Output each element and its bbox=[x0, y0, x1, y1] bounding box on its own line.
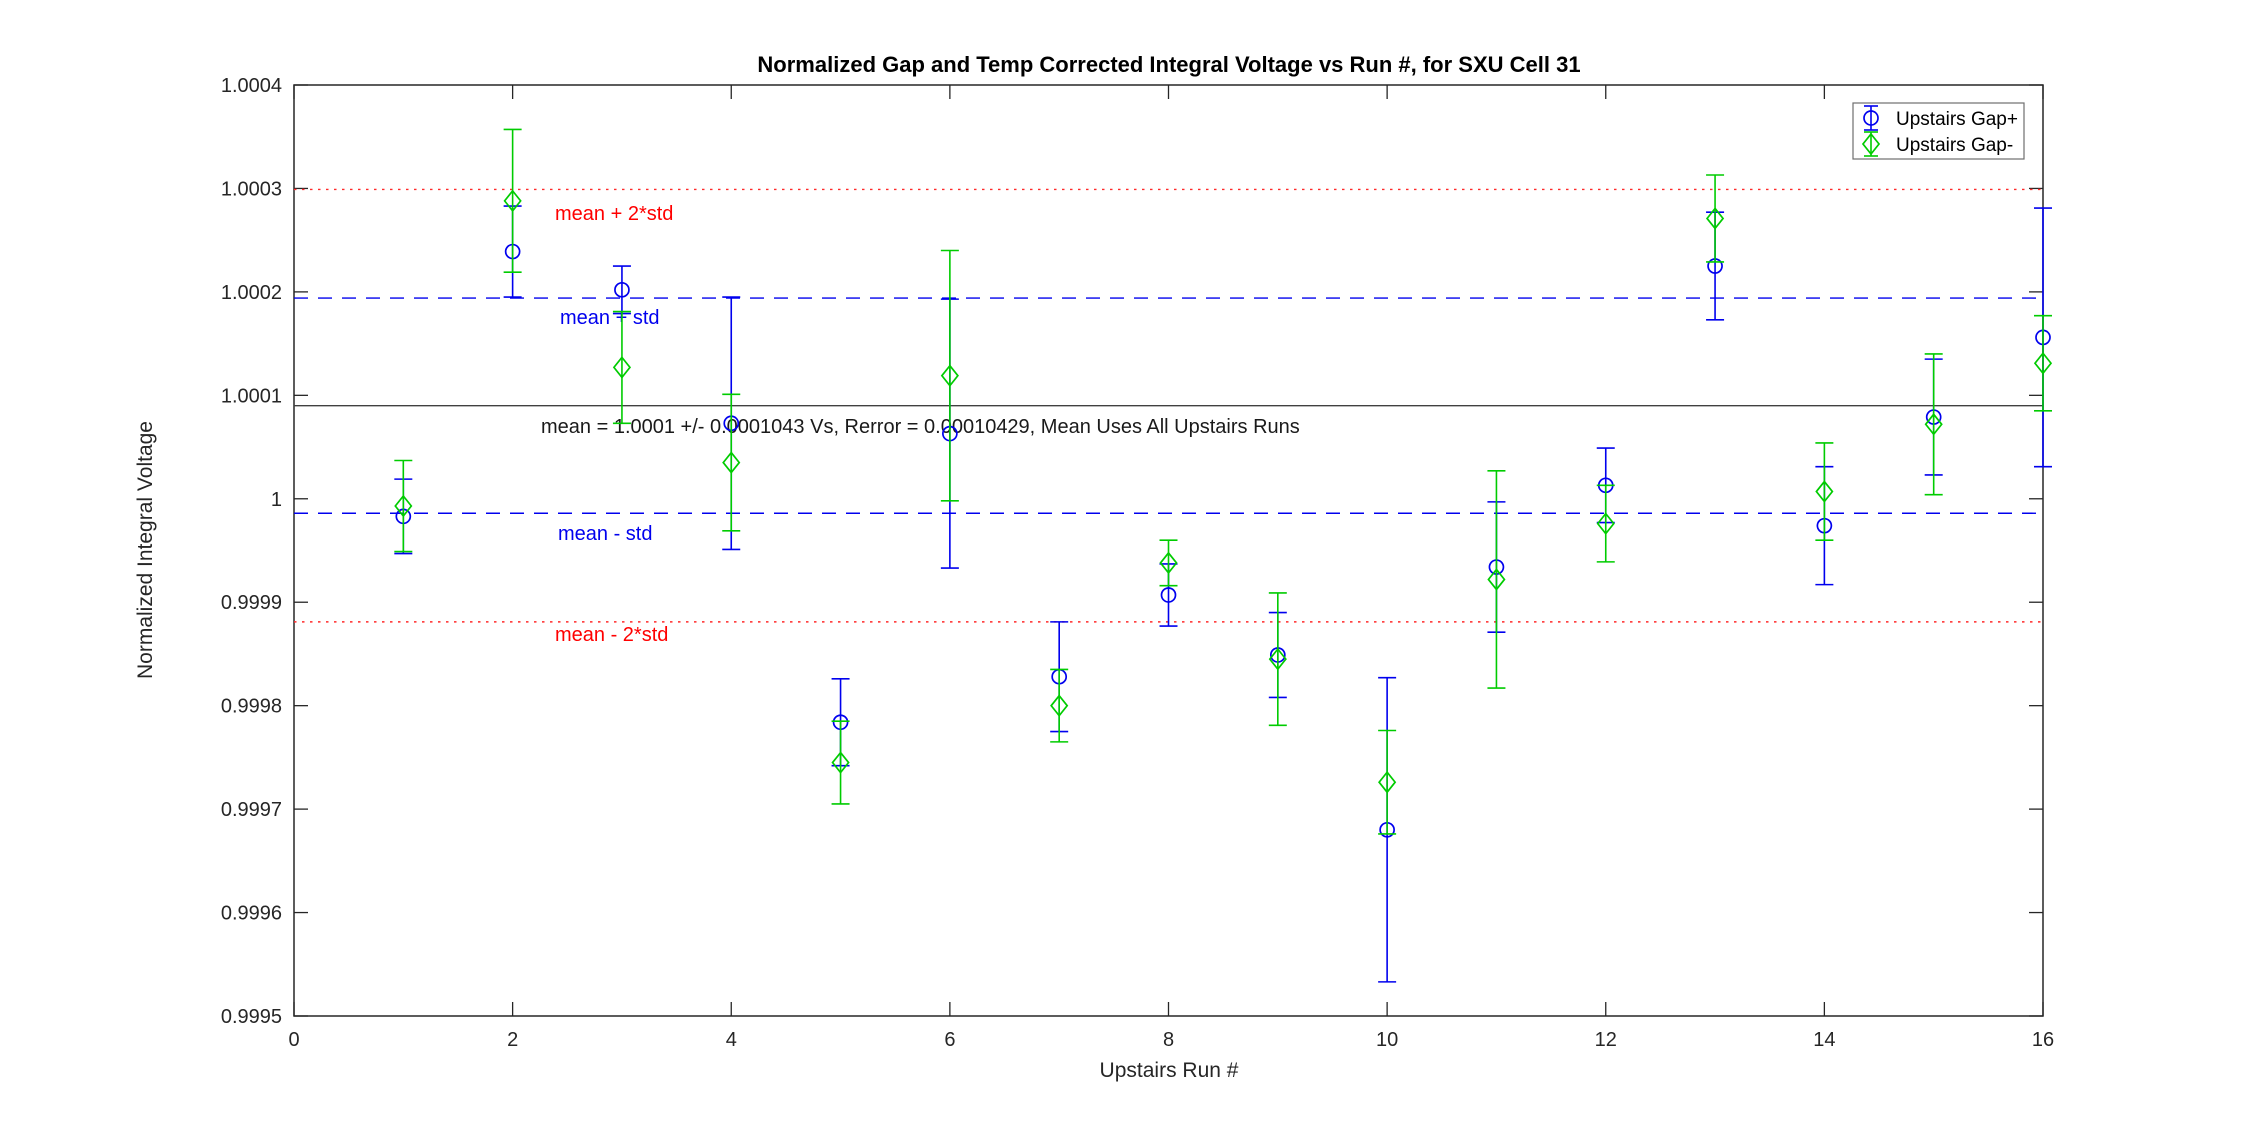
y-tick-label: 1.0004 bbox=[221, 75, 282, 97]
errorbar-point bbox=[831, 720, 850, 805]
x-tick-label: 4 bbox=[726, 1029, 737, 1051]
x-tick-label: 8 bbox=[1163, 1029, 1174, 1051]
errorbar-point bbox=[722, 393, 741, 532]
errorbar-point bbox=[612, 310, 632, 425]
y-tick-label: 1.0001 bbox=[221, 385, 282, 407]
marker-diamond bbox=[1268, 647, 1287, 671]
errorbar-point bbox=[1487, 470, 1506, 689]
marker-diamond bbox=[1050, 694, 1069, 718]
marker-diamond bbox=[1378, 770, 1397, 794]
errorbar-point bbox=[1378, 729, 1397, 835]
legend-symbols bbox=[1861, 105, 1881, 157]
marker-diamond bbox=[1924, 412, 1943, 436]
x-tick-label: 16 bbox=[2032, 1029, 2054, 1051]
x-tick-label: 2 bbox=[507, 1029, 518, 1051]
x-tick-label: 12 bbox=[1595, 1029, 1617, 1051]
marker-diamond bbox=[1159, 551, 1178, 575]
y-tick-label: 0.9996 bbox=[221, 903, 282, 925]
marker-diamond bbox=[1705, 207, 1725, 230]
y-tick-label: 1.0002 bbox=[221, 282, 282, 304]
marker-diamond bbox=[612, 356, 632, 379]
errorbar-point bbox=[394, 459, 413, 553]
y-tick-label: 0.9995 bbox=[221, 1006, 282, 1028]
marker-diamond bbox=[940, 364, 959, 388]
series-layer bbox=[394, 128, 2053, 983]
x-axis-label: Upstairs Run # bbox=[1100, 1059, 1239, 1082]
y-tick-label: 1.0003 bbox=[221, 178, 282, 200]
marker-diamond bbox=[1861, 132, 1881, 156]
marker-diamond bbox=[722, 451, 741, 474]
label-mean-plus-2std: mean + 2*std bbox=[555, 203, 673, 225]
marker-diamond bbox=[394, 494, 413, 518]
marker-circle bbox=[1863, 110, 1879, 126]
label-mean-minus-std: mean - std bbox=[558, 523, 652, 545]
errorbar-point bbox=[1596, 484, 1615, 563]
errorbar-point bbox=[1924, 353, 1943, 496]
marker-diamond bbox=[1815, 480, 1834, 503]
axes-layer: 0 2 4 6 8 10 12 14 16 0.9995 0.9996 0.9997 0.9998 0.9… bbox=[221, 75, 2054, 1051]
label-mean-minus-2std: mean - 2*std bbox=[555, 624, 668, 646]
marker-diamond bbox=[2033, 351, 2053, 375]
errorbar-point bbox=[1268, 592, 1287, 727]
errorbar-point bbox=[1050, 668, 1069, 743]
x-tick-label: 10 bbox=[1376, 1029, 1398, 1051]
legend-box bbox=[1852, 102, 2025, 160]
legend: Upstairs Gap+ Upstairs Gap- bbox=[1852, 102, 2025, 160]
errorbar-point bbox=[1815, 442, 1834, 541]
x-tick-label: 6 bbox=[944, 1029, 955, 1051]
y-tick-label: 0.9997 bbox=[221, 799, 282, 821]
x-tick-label: 14 bbox=[1813, 1029, 1835, 1051]
errorbar-point bbox=[1159, 539, 1178, 587]
y-axis-label: Normalized Integral Voltage bbox=[134, 421, 157, 679]
marker-diamond bbox=[831, 751, 850, 774]
marker-diamond bbox=[1487, 568, 1506, 591]
marker-diamond bbox=[503, 189, 522, 213]
chart-title: Normalized Gap and Temp Corrected Integr… bbox=[757, 52, 1580, 77]
mean-annotation: mean = 1.0001 +/- 0.0001043 Vs, Rerror =… bbox=[541, 416, 1300, 438]
y-tick-label: 1 bbox=[271, 489, 282, 511]
marker-diamond bbox=[1596, 512, 1615, 535]
y-tick-label: 0.9999 bbox=[221, 592, 282, 614]
errorbar-point bbox=[1705, 174, 1725, 263]
label-mean-plus-std: mean + std bbox=[560, 307, 660, 329]
y-tick-label: 0.9998 bbox=[221, 696, 282, 718]
errorbar-point bbox=[2033, 314, 2053, 412]
series-gap-minus bbox=[394, 128, 2053, 835]
legend-label-gap-plus: Upstairs Gap+ bbox=[1896, 109, 2018, 130]
errorbar-point bbox=[503, 128, 522, 274]
marker-circle bbox=[614, 281, 630, 298]
legend-label-gap-minus: Upstairs Gap- bbox=[1896, 135, 2013, 156]
errorbar-point bbox=[940, 249, 959, 502]
marker-circle bbox=[1160, 587, 1177, 603]
x-tick-label: 0 bbox=[288, 1029, 299, 1051]
